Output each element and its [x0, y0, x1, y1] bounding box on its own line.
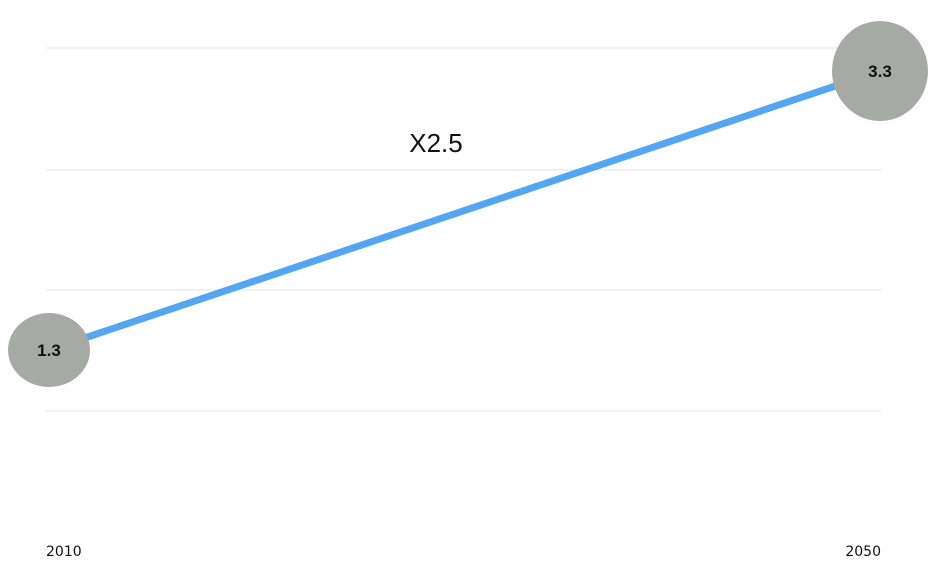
- data-points: 1.3 3.3: [8, 21, 928, 387]
- gridlines: [46, 47, 881, 412]
- growth-annotation: X2.5: [409, 128, 463, 158]
- data-point-bubble: [832, 21, 928, 121]
- data-label: 3.3: [868, 62, 892, 81]
- series-line-group: [45, 67, 884, 354]
- series-line: [45, 67, 884, 354]
- data-label: 1.3: [37, 341, 61, 360]
- x-tick-label: 2050: [845, 544, 881, 560]
- data-point: 3.3: [832, 21, 928, 121]
- data-point: 1.3: [8, 313, 90, 387]
- x-axis-tick-labels: 2010 2050: [46, 544, 881, 560]
- x-tick-label: 2010: [46, 544, 82, 560]
- data-point-bubble: [8, 313, 90, 387]
